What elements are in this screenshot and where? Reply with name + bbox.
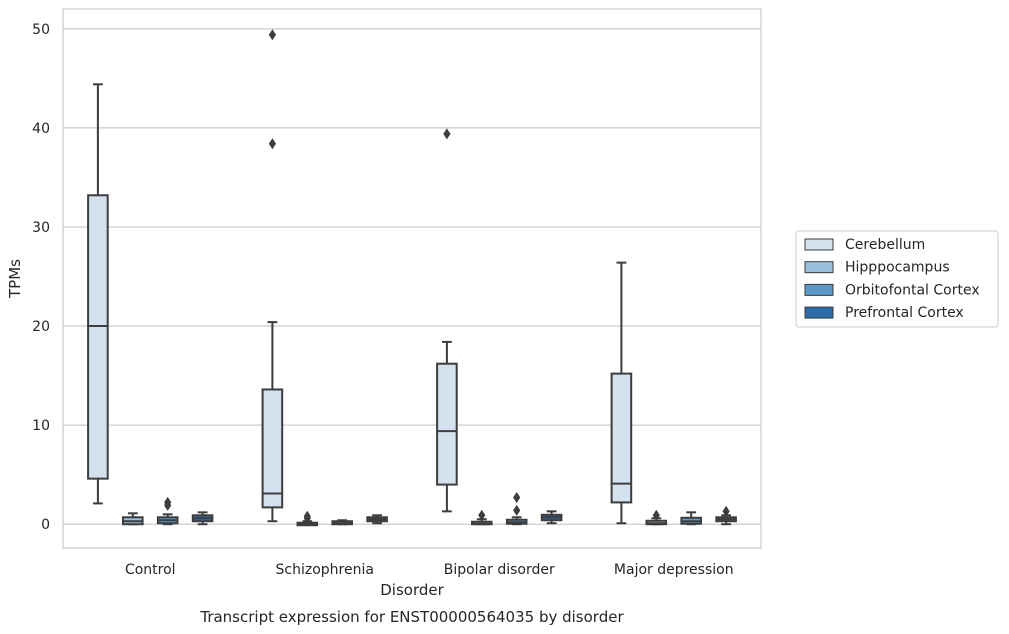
legend: Cerebellum Hipppocampus Orbitofontal Corte… (795, 230, 999, 328)
box-group-major-depression-prefrontal-cortex (715, 505, 737, 526)
box-group-major-depression-cerebellum (610, 261, 633, 525)
box-group-schizophrenia-hipppocampus (296, 510, 319, 527)
y-tick-label-30: 30 (32, 220, 50, 236)
box-group-bipolar-disorder-orbitofontal-cortex (505, 491, 528, 526)
chart-caption: Transcript expression for ENST0000056403… (199, 608, 624, 626)
y-tick-label-20: 20 (32, 319, 50, 335)
y-tick-labels: 0 10 20 30 40 50 (32, 22, 50, 533)
outlier-schizophrenia-cerebellum-1 (268, 29, 276, 41)
x-tick-label-major-depression: Major depression (614, 562, 734, 578)
box-group-major-depression-orbitofontal-cortex (680, 511, 703, 526)
box-group-bipolar-disorder-prefrontal-cortex (540, 510, 563, 525)
outlier-major-depression-prefrontal-cortex-0 (722, 505, 730, 517)
y-axis-label: TPMs (6, 259, 24, 299)
x-tick-label-schizophrenia: Schizophrenia (276, 562, 374, 578)
legend-label-cerebellum: Cerebellum (845, 237, 925, 253)
legend-label-orbitofontal-cortex: Orbitofontal Cortex (845, 282, 980, 298)
legend-swatch-cerebellum (804, 238, 834, 251)
box-group-schizophrenia-prefrontal-cortex (366, 514, 388, 525)
box-group-schizophrenia-cerebellum (261, 29, 284, 523)
box-group-control-orbitofontal-cortex (156, 496, 179, 526)
box-group-control-prefrontal-cortex (191, 511, 214, 526)
y-tick-label-40: 40 (32, 121, 50, 137)
legend-label-prefrontal-cortex: Prefrontal Cortex (845, 305, 964, 321)
legend-label-hipppocampus: Hipppocampus (845, 260, 950, 276)
box-group-bipolar-disorder-cerebellum (436, 128, 458, 513)
outlier-bipolar-disorder-hipppocampus-0 (478, 509, 486, 521)
box-group-major-depression-hipppocampus (645, 509, 668, 526)
plot-frame (62, 8, 762, 549)
box-group-schizophrenia-orbitofontal-cortex (331, 519, 353, 526)
x-tick-labels: Control Schizophrenia Bipolar disorder Majo… (125, 562, 734, 578)
x-axis-label: Disorder (380, 581, 444, 599)
box-control-cerebellum (87, 194, 109, 480)
x-tick-label-control: Control (125, 562, 176, 578)
outlier-control-orbitofontal-cortex-1 (164, 496, 172, 508)
outlier-bipolar-disorder-orbitofontal-cortex-1 (513, 491, 521, 503)
y-tick-label-10: 10 (32, 418, 50, 434)
box-bipolar-disorder-cerebellum (436, 362, 458, 486)
box-schizophrenia-cerebellum (261, 388, 284, 509)
x-tick-label-bipolar-disorder: Bipolar disorder (444, 562, 555, 578)
outlier-bipolar-disorder-orbitofontal-cortex-0 (513, 504, 521, 516)
legend-swatch-prefrontal-cortex (804, 306, 834, 319)
box-group-control-hipppocampus (122, 512, 144, 526)
box-groups (87, 29, 737, 527)
outlier-major-depression-hipppocampus-0 (652, 509, 660, 521)
outlier-bipolar-disorder-cerebellum-0 (443, 128, 451, 140)
box-group-control-cerebellum (87, 83, 109, 505)
outlier-schizophrenia-cerebellum-0 (268, 138, 276, 150)
box-major-depression-cerebellum (610, 372, 633, 504)
y-tick-label-50: 50 (32, 22, 50, 38)
box-group-bipolar-disorder-hipppocampus (471, 509, 493, 526)
outlier-schizophrenia-hipppocampus-1 (303, 510, 311, 522)
legend-swatch-orbitofontal-cortex (804, 283, 834, 296)
grid-lines (63, 28, 761, 525)
legend-swatch-hipppocampus (804, 261, 834, 274)
y-tick-label-0: 0 (41, 517, 50, 533)
legend-frame (795, 230, 999, 328)
